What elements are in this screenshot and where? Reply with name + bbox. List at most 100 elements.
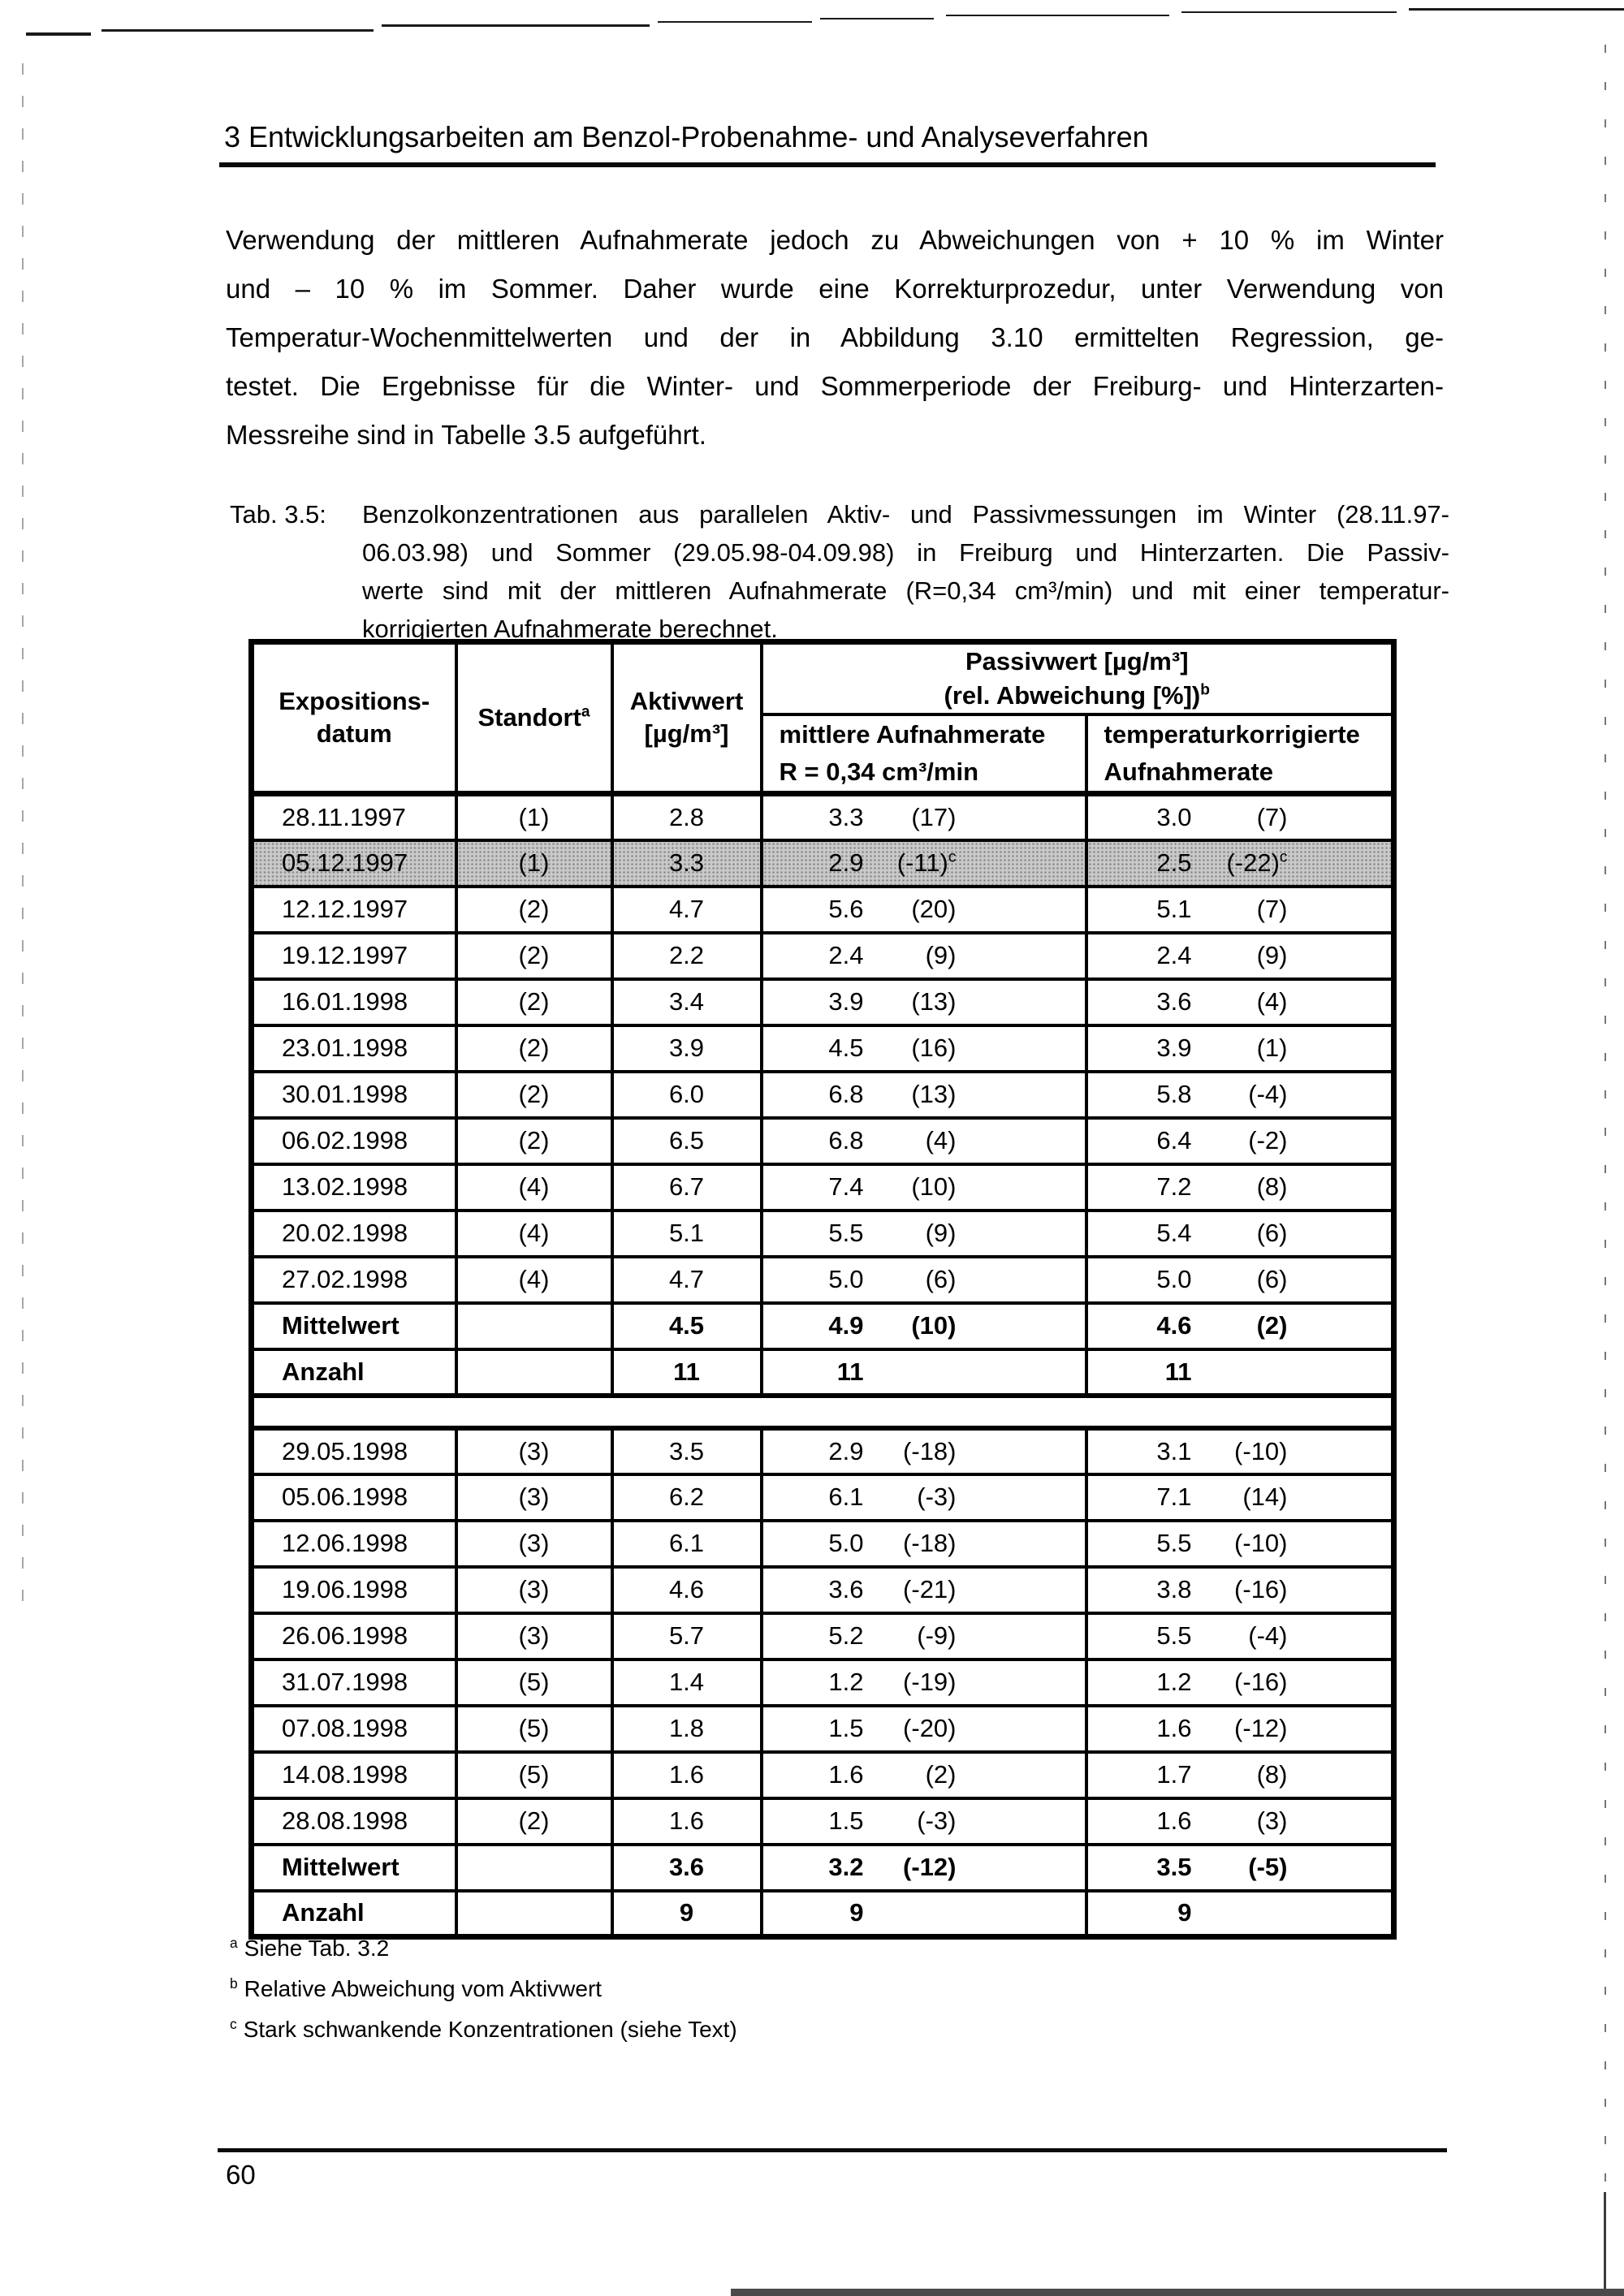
passiv-value-pair: 5.5 (-10): [1088, 1529, 1392, 1558]
cell-standort: (1): [454, 838, 614, 888]
table-row: 05.12.1997 (1) 3.3 2.9 (-11)c 2.5 (-22)c: [249, 838, 1396, 888]
cell-date: 19.12.1997: [249, 930, 458, 981]
passiv-value: 9: [849, 1898, 864, 1927]
passiv-value-pair: 5.5 (-4): [1088, 1621, 1392, 1651]
cell-passiv-temperaturkorrigiert: 3.5 (-5): [1084, 1842, 1396, 1892]
passiv-deviation: (7): [1256, 802, 1288, 831]
caption-label: Tab. 3.5:: [230, 500, 326, 529]
passiv-deviation: (9): [925, 941, 957, 969]
passiv-value: 2.5: [1156, 848, 1192, 877]
cell-aktivwert: 1.6: [610, 1796, 763, 1846]
passiv-value: 5.5: [1156, 1529, 1192, 1557]
cell-aktivwert: 9: [610, 1888, 763, 1939]
passiv-value-pair: 5.0 (6): [763, 1265, 1085, 1294]
passiv-value-pair: 3.9 (13): [763, 987, 1085, 1016]
passiv-value-pair: 4.5 (16): [763, 1034, 1085, 1063]
scan-artifact-top-line: [1409, 8, 1624, 11]
cell-passiv-temperaturkorrigiert: 7.2 (8): [1084, 1162, 1396, 1212]
passiv-value: 5.6: [828, 895, 864, 923]
passiv-value: 3.6: [1156, 987, 1192, 1016]
passiv-value-pair: 1.5 (-20): [763, 1714, 1085, 1743]
header-rule: [219, 162, 1436, 167]
cell-passiv-temperaturkorrigiert: 3.6 (4): [1084, 977, 1396, 1027]
passiv-value-pair: 3.2 (-12): [763, 1853, 1085, 1882]
cell-standort: (2): [454, 977, 614, 1027]
caption-line: korrigierten Aufnahmerate berechnet.: [362, 615, 778, 643]
passiv-value: 7.2: [1156, 1172, 1192, 1201]
caption-line: 06.03.98) und Sommer (29.05.98-04.09.98)…: [362, 538, 1449, 567]
passiv-value: 3.8: [1156, 1575, 1192, 1603]
footnote-marker: c: [1279, 848, 1288, 866]
page-number: 60: [226, 2160, 256, 2190]
passiv-value-pair: 5.8 (-4): [1088, 1080, 1392, 1109]
passiv-value-pair: 9: [763, 1898, 1085, 1927]
footer-rule: [218, 2148, 1447, 2152]
passiv-value-pair: 11: [1088, 1357, 1392, 1387]
cell-passiv-mittlere: 5.6 (20): [759, 884, 1088, 934]
passiv-deviation: (9): [925, 1219, 957, 1247]
passiv-deviation: (9): [1256, 941, 1288, 969]
table-row: Mittelwert 3.6 3.2 (-12) 3.5 (-5): [249, 1842, 1396, 1892]
cell-passiv-mittlere: 3.2 (-12): [759, 1842, 1088, 1892]
passiv-value-pair: 5.5 (9): [763, 1219, 1085, 1248]
cell-date: 06.02.1998: [249, 1116, 458, 1166]
cell-passiv-temperaturkorrigiert: 9: [1084, 1888, 1396, 1939]
passiv-value-pair: 9: [1088, 1898, 1392, 1927]
cell-date: 28.11.1997: [249, 792, 458, 842]
passiv-deviation: (2): [925, 1760, 957, 1789]
passiv-value-pair: 5.0 (-18): [763, 1529, 1085, 1558]
passiv-deviation: [864, 1898, 957, 1927]
cell-aktivwert: 5.1: [610, 1208, 763, 1258]
footnote-marker: b: [230, 1974, 238, 1992]
cell-passiv-mittlere: 9: [759, 1888, 1088, 1939]
cell-row-label: Anzahl: [249, 1347, 458, 1397]
passiv-deviation: [864, 1357, 957, 1387]
passiv-deviation: (-10): [1234, 1436, 1288, 1465]
cell-aktivwert: 1.4: [610, 1657, 763, 1707]
table-row: 19.06.1998 (3) 4.6 3.6 (-21) 3.8 (-16): [249, 1564, 1396, 1615]
passiv-value-pair: 6.4 (-2): [1088, 1126, 1392, 1155]
cell-passiv-temperaturkorrigiert: 2.5 (-22)c: [1084, 838, 1396, 888]
passiv-deviation: (-4): [1248, 1080, 1288, 1108]
cell-aktivwert: 3.9: [610, 1023, 763, 1073]
cell-passiv-temperaturkorrigiert: 11: [1084, 1347, 1396, 1397]
passiv-deviation: (-11)c: [896, 848, 957, 877]
col-header-line: [µg/m³]: [644, 719, 729, 748]
cell-row-label: Mittelwert: [249, 1301, 458, 1351]
cell-passiv-temperaturkorrigiert: 3.8 (-16): [1084, 1564, 1396, 1615]
cell-standort: (5): [454, 1750, 614, 1800]
passiv-value-pair: 1.7 (8): [1088, 1760, 1392, 1789]
passiv-deviation: (20): [911, 895, 957, 923]
passiv-value: 11: [1164, 1357, 1192, 1386]
passiv-deviation: (-4): [1248, 1621, 1288, 1650]
cell-passiv-mittlere: 2.4 (9): [759, 930, 1088, 981]
col-header-line: datum: [316, 719, 392, 748]
passiv-deviation: (-18): [903, 1529, 957, 1557]
passiv-value: 3.2: [828, 1853, 864, 1881]
cell-standort: (4): [454, 1162, 614, 1212]
cell-date: 29.05.1998: [249, 1426, 458, 1476]
paragraph-line: und – 10 % im Sommer. Daher wurde eine K…: [226, 274, 1444, 304]
passiv-deviation: (13): [911, 987, 957, 1016]
cell-passiv-temperaturkorrigiert: 1.2 (-16): [1084, 1657, 1396, 1707]
cell-passiv-temperaturkorrigiert: 5.5 (-10): [1084, 1518, 1396, 1569]
cell-aktivwert: 3.6: [610, 1842, 763, 1892]
cell-passiv-mittlere: 1.2 (-19): [759, 1657, 1088, 1707]
passiv-value-pair: 3.6 (-21): [763, 1575, 1085, 1604]
footnote-marker: a: [581, 703, 590, 721]
table-row: 27.02.1998 (4) 4.7 5.0 (6) 5.0 (6): [249, 1254, 1396, 1305]
cell-date: 19.06.1998: [249, 1564, 458, 1615]
passiv-deviation: (-12): [1234, 1714, 1288, 1742]
passiv-value: 9: [1177, 1898, 1192, 1927]
table-row: 12.12.1997 (2) 4.7 5.6 (20) 5.1 (7): [249, 884, 1396, 934]
passiv-value: 3.3: [828, 802, 864, 831]
passiv-value-pair: 5.6 (20): [763, 895, 1085, 924]
cell-passiv-temperaturkorrigiert: 5.0 (6): [1084, 1254, 1396, 1305]
cell-standort: [454, 1888, 614, 1939]
passiv-deviation: (6): [1256, 1265, 1288, 1293]
passiv-value: 4.5: [828, 1034, 864, 1062]
col-header-line: Expositions-: [279, 687, 430, 715]
col-header-line: (rel. Abweichung [%])b: [763, 679, 1392, 713]
passiv-deviation: (10): [911, 1311, 957, 1340]
cell-aktivwert: 4.5: [610, 1301, 763, 1351]
